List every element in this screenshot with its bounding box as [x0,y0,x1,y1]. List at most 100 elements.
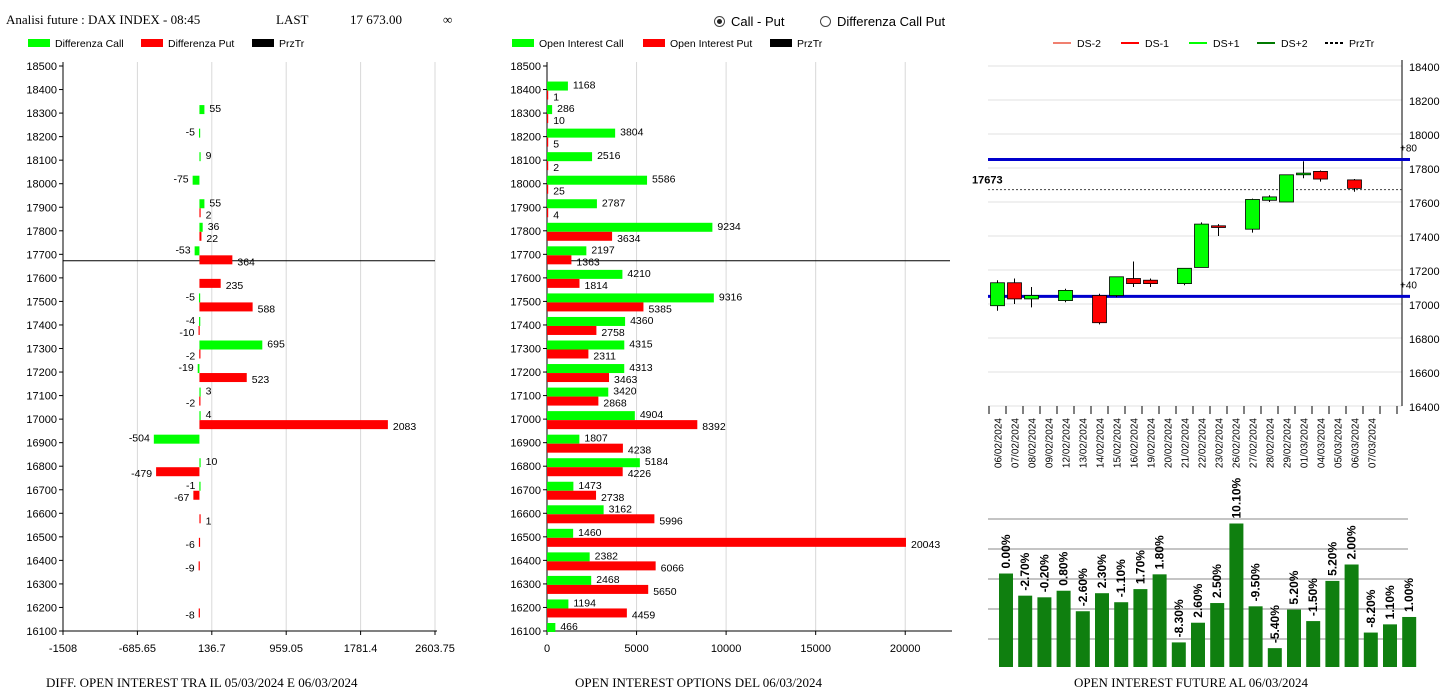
put-bar-label: 235 [226,280,244,292]
call-bar-label: -5 [186,291,195,303]
put-bar-label: 4238 [628,445,652,457]
y-tick-label: 16900 [26,438,57,450]
call-bar-label: 9234 [717,221,741,233]
candle-up [1279,174,1294,203]
candle-down [1211,225,1226,228]
future-bar [1114,602,1129,667]
date-label: 19/02/2024 [1147,418,1158,468]
call-bar-label: 4313 [629,362,653,374]
call-bar [547,199,597,209]
call-bar [547,81,568,91]
call-bar-label: -5 [186,127,195,139]
y-tick-label: 17900 [510,202,541,214]
y-tick-label: 18200 [510,132,541,144]
future-bar-label: -5.40% [1268,605,1282,643]
put-bar [547,561,656,571]
call-bar [199,222,203,232]
future-bar [1325,580,1340,667]
candle-up [1058,289,1073,301]
y-tick-label: 16800 [510,461,541,473]
y-tick-label: 16400 [26,555,57,567]
y-tick-label: 16500 [26,532,57,544]
call-bar [197,364,200,374]
put-bar [547,325,597,335]
y-tick-label: 18400 [26,85,57,97]
legend-label: Open Interest Call [539,38,624,50]
put-bar [199,373,247,383]
header: Analisi future : DAX INDEX - 08:45 LAST … [0,0,1452,36]
y-tick-label: 17000 [26,414,57,426]
legend-swatch [141,39,163,47]
future-bar [999,573,1013,667]
x-tick-label: 959.05 [269,643,303,655]
legend-label: Differenza Put [168,38,234,50]
call-bar [198,128,201,138]
date-label: 26/02/2024 [1232,418,1243,468]
call-bar [547,364,625,374]
x-tick-label: 0 [544,643,550,655]
date-label: 05/03/2024 [1334,418,1345,468]
y-tick-label: 18500 [26,61,57,73]
future-bar-label: 2.60% [1191,583,1205,617]
call-bar-label: 2382 [595,550,619,562]
last-label: LAST [276,12,309,27]
future-bar [1383,624,1397,667]
candle-up [1296,172,1311,176]
radio-call-put[interactable]: Call - Put [714,14,784,29]
put-bar [547,349,589,359]
date-label: 27/02/2024 [1249,418,1260,468]
x-tick-label: 15000 [800,643,831,655]
call-bar-label: -1 [186,480,195,492]
call-bar-label: 4210 [627,268,651,280]
caption-diff-chart: DIFF. OPEN INTEREST TRA IL 05/03/2024 E … [46,675,358,690]
call-bar-label: 466 [560,621,578,633]
candle-down [1347,179,1362,189]
y-tick-label: 18100 [26,155,57,167]
call-bar [153,434,200,444]
y-tick-label: 18300 [510,108,541,120]
put-bar [199,302,253,312]
call-bar [199,316,201,326]
put-bar-label: 1363 [576,256,600,268]
future-bar-label: -0.20% [1037,554,1051,592]
call-bar-label: 286 [557,103,575,115]
put-bar-label: 1 [206,515,212,527]
y-tick-label: 18200 [1409,96,1440,108]
date-label: 29/02/2024 [1283,418,1294,468]
put-bar-label: 2738 [601,492,625,504]
call-bar-label: 9 [206,150,212,162]
call-bar-label: 55 [209,197,221,209]
call-bar-label: 1807 [584,433,608,445]
call-bar [194,246,200,256]
future-bar [1210,603,1225,667]
date-label: 13/02/2024 [1079,418,1090,468]
y-tick-label: 16300 [26,579,57,591]
future-bar [1171,642,1186,667]
put-bar-label: 10 [553,115,565,127]
radio-call-put-label: Call - Put [731,14,785,29]
future-bar-label: 1.00% [1402,578,1416,612]
put-bar-label: 364 [237,256,255,268]
y-tick-label: 16200 [26,602,57,614]
candle-down [1313,170,1328,180]
call-bar [199,340,263,350]
future-bar-label: -1.10% [1114,559,1128,597]
call-bar-label: 1460 [578,527,602,539]
y-tick-label: 16100 [26,626,57,638]
put-bar-label: 4 [553,209,559,221]
y-tick-label: 18500 [510,61,541,73]
put-bar [547,302,644,312]
caption-future-chart: OPEN INTEREST FUTURE AL 06/03/2024 [1074,675,1309,690]
future-bar-label: 5.20% [1325,542,1339,576]
put-bar [199,349,201,359]
put-bar [198,325,200,335]
call-bar [198,293,201,303]
put-bar [198,537,201,547]
legend-label: DS+1 [1213,38,1240,50]
radio-differenza[interactable]: Differenza Call Put [820,14,945,29]
future-bar-label: 10.10% [1229,477,1243,518]
put-bar [547,114,549,124]
candle-down [1143,279,1158,285]
y-tick-label: 17700 [510,249,541,261]
